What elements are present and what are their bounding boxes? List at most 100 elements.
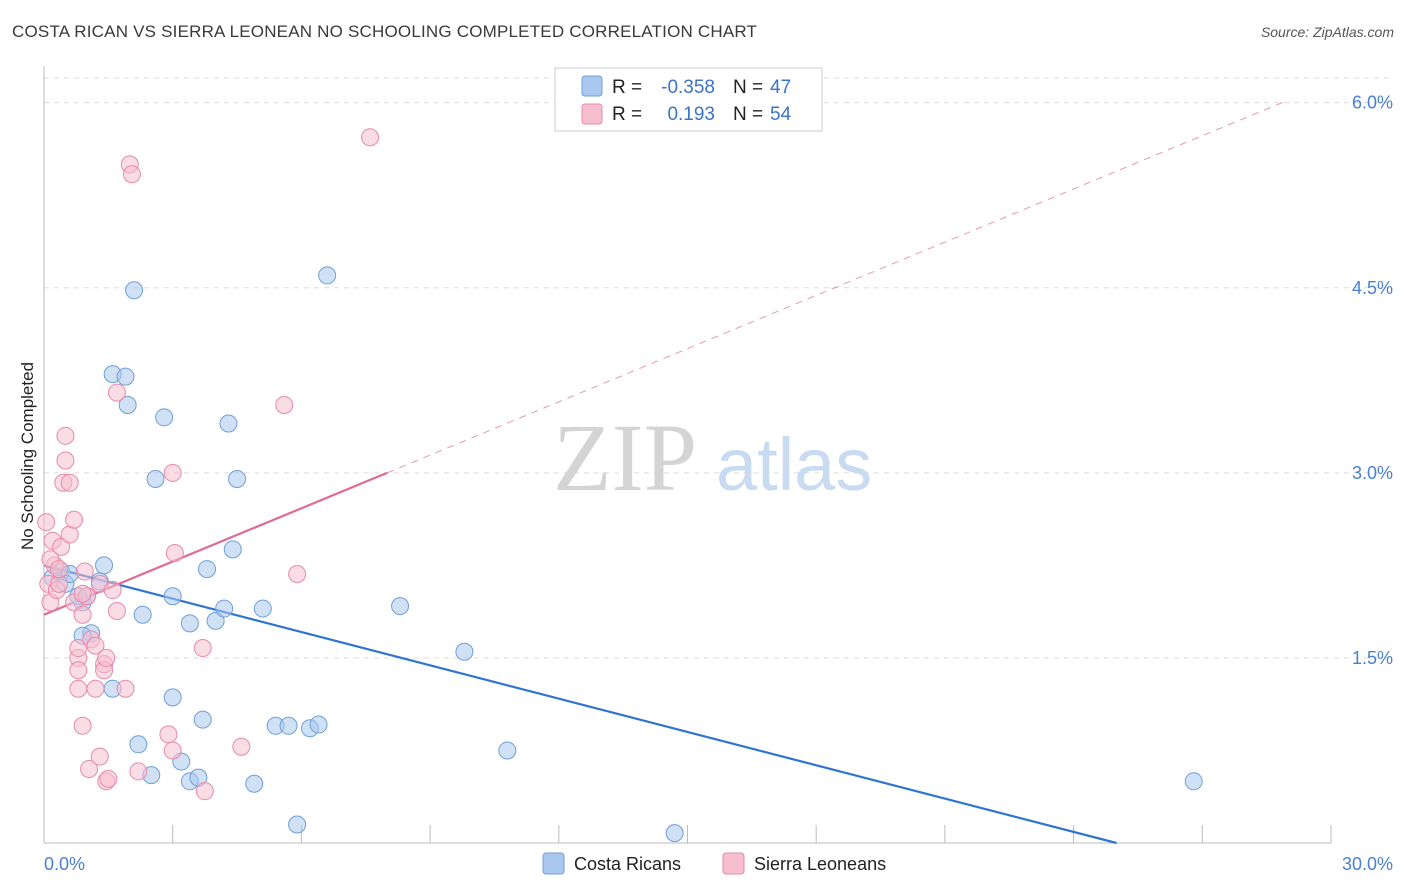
series-legend-sierra-leoneans: Sierra Leoneans: [754, 854, 886, 874]
point-sierra-leoneans-28: [90, 747, 109, 766]
series-legend-swatch-sierra-leoneans: [722, 852, 745, 875]
point-sierra-leoneans-47: [232, 737, 251, 756]
point-sierra-leoneans-34: [103, 581, 122, 600]
point-costa-ricans-37: [279, 716, 298, 735]
point-sierra-leoneans-50: [361, 128, 380, 147]
point-sierra-leoneans-9: [56, 426, 75, 445]
y-tick-label-1: 3.0%: [1352, 463, 1393, 483]
series-legend-swatch-costa-ricans: [542, 852, 565, 875]
legend-n-label-2: N =: [733, 104, 763, 125]
grid-layer: [44, 77, 1391, 659]
point-costa-ricans-10: [95, 556, 114, 575]
point-sierra-leoneans-12: [60, 525, 79, 544]
point-sierra-leoneans-53: [73, 584, 92, 603]
point-costa-ricans-30: [215, 599, 234, 618]
correlation-legend: R = -0.358 N = 47 R = 0.193 N = 54: [554, 67, 823, 132]
point-costa-ricans-43: [455, 642, 474, 661]
point-sierra-leoneans-49: [288, 565, 307, 584]
y-tick-label-2: 4.5%: [1352, 278, 1393, 298]
point-sierra-leoneans-17: [69, 639, 88, 658]
legend-r-value-2: 0.193: [667, 104, 715, 125]
point-costa-ricans-13: [116, 367, 135, 386]
point-sierra-leoneans-10: [56, 451, 75, 470]
y-tick-label-3: 6.0%: [1352, 93, 1393, 113]
point-sierra-leoneans-13: [65, 510, 84, 529]
legend-n-label-1: N =: [733, 77, 763, 98]
point-costa-ricans-19: [146, 470, 165, 489]
trendline-costa-ricans-0: [43, 564, 1117, 845]
point-sierra-leoneans-33: [99, 769, 118, 788]
point-costa-ricans-34: [245, 774, 264, 793]
point-sierra-leoneans-25: [86, 679, 105, 698]
point-sierra-leoneans-48: [275, 395, 294, 414]
point-sierra-leoneans-21: [75, 562, 94, 581]
point-sierra-leoneans-52: [50, 560, 69, 579]
point-sierra-leoneans-11: [60, 473, 79, 492]
legend-r-value-1: -0.358: [661, 77, 715, 98]
point-costa-ricans-42: [391, 597, 410, 616]
chart-title: COSTA RICAN VS SIERRA LEONEAN NO SCHOOLI…: [12, 22, 758, 41]
point-costa-ricans-32: [223, 540, 242, 559]
point-sierra-leoneans-7: [52, 537, 71, 556]
point-layer: [37, 128, 1203, 843]
point-sierra-leoneans-39: [122, 165, 141, 184]
legend-r-label-2: R =: [612, 104, 642, 125]
point-sierra-leoneans-42: [163, 741, 182, 760]
source-note: Source: ZipAtlas.com: [1260, 24, 1394, 40]
point-costa-ricans-29: [206, 611, 225, 630]
point-sierra-leoneans-23: [80, 759, 99, 778]
point-sierra-leoneans-18: [69, 661, 88, 680]
point-sierra-leoneans-20: [73, 716, 92, 735]
legend-swatch-blue: [581, 75, 603, 97]
point-sierra-leoneans-40: [129, 762, 148, 781]
point-costa-ricans-33: [228, 470, 247, 489]
point-sierra-leoneans-43: [165, 544, 184, 563]
point-costa-ricans-14: [118, 395, 137, 414]
point-sierra-leoneans-46: [193, 639, 212, 658]
y-axis-title: No Schooling Completed: [18, 362, 37, 550]
trendline-sierra-leoneans-2: [387, 99, 1289, 474]
point-costa-ricans-21: [163, 587, 182, 606]
watermark: ZIP atlas: [553, 404, 872, 511]
point-sierra-leoneans-41: [159, 725, 178, 744]
point-costa-ricans-38: [288, 815, 307, 834]
point-costa-ricans-41: [318, 266, 337, 285]
tick-layer: 1.5% 3.0% 4.5% 6.0% 0.0% 30.0%: [44, 93, 1393, 874]
point-costa-ricans-20: [155, 408, 174, 427]
point-sierra-leoneans-0: [37, 513, 56, 532]
x-tick-label-1: 30.0%: [1342, 854, 1393, 874]
point-costa-ricans-31: [219, 414, 238, 433]
point-sierra-leoneans-36: [107, 602, 126, 621]
point-sierra-leoneans-19: [73, 605, 92, 624]
point-sierra-leoneans-37: [116, 679, 135, 698]
trendline-sierra-leoneans-1: [43, 471, 388, 616]
point-costa-ricans-46: [1184, 772, 1203, 791]
point-costa-ricans-17: [133, 605, 152, 624]
point-costa-ricans-27: [193, 710, 212, 729]
point-sierra-leoneans-35: [107, 383, 126, 402]
point-costa-ricans-44: [498, 741, 517, 760]
legend-n-value-1: 47: [770, 77, 791, 98]
y-tick-label-0: 1.5%: [1352, 648, 1393, 668]
legend-swatch-pink: [581, 103, 603, 125]
series-legend: Costa Ricans Sierra Leoneans: [542, 852, 886, 875]
point-costa-ricans-15: [125, 281, 144, 300]
point-sierra-leoneans-31: [97, 648, 116, 667]
point-sierra-leoneans-15: [69, 679, 88, 698]
point-costa-ricans-45: [665, 824, 684, 843]
point-costa-ricans-40: [309, 715, 328, 734]
point-sierra-leoneans-45: [195, 782, 214, 801]
point-costa-ricans-28: [198, 560, 217, 579]
point-sierra-leoneans-44: [163, 463, 182, 482]
point-costa-ricans-16: [129, 735, 148, 754]
x-tick-label-0: 0.0%: [44, 854, 85, 874]
point-costa-ricans-22: [163, 688, 182, 707]
watermark-atlas: atlas: [716, 423, 872, 506]
point-sierra-leoneans-26: [86, 636, 105, 655]
watermark-zip: ZIP: [553, 404, 697, 511]
point-costa-ricans-35: [253, 599, 272, 618]
point-costa-ricans-24: [180, 614, 199, 633]
legend-n-value-2: 54: [770, 104, 792, 125]
series-legend-costa-ricans: Costa Ricans: [574, 854, 681, 874]
